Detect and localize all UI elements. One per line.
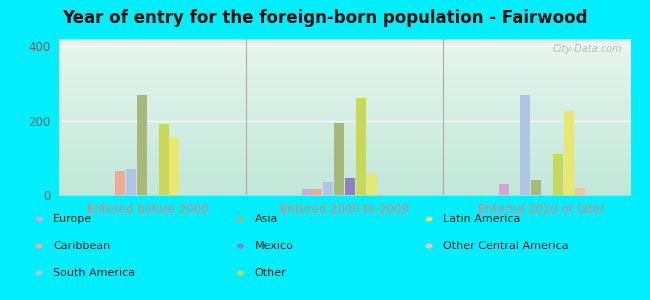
Bar [521,95,530,195]
Text: City-Data.com: City-Data.com [552,44,622,54]
Text: Year of entry for the foreign-born population - Fairwood: Year of entry for the foreign-born popul… [62,9,588,27]
Text: Other Central America: Other Central America [443,241,569,251]
Text: Latin America: Latin America [443,214,521,224]
Text: South America: South America [53,268,135,278]
Bar [356,98,366,195]
Text: Other: Other [255,268,287,278]
Bar [564,111,574,195]
Bar [499,184,509,195]
Text: Caribbean: Caribbean [53,241,110,251]
Bar [531,180,541,195]
Bar [367,173,376,195]
Bar [302,189,311,195]
Bar [553,154,563,195]
Text: Asia: Asia [255,214,278,224]
Bar [115,171,125,195]
Bar [345,178,355,195]
Bar [575,188,585,195]
Text: Europe: Europe [53,214,92,224]
Bar [159,124,168,195]
Bar [334,123,344,195]
Bar [170,137,179,195]
Text: Mexico: Mexico [255,241,294,251]
Bar [137,95,147,195]
Bar [323,182,333,195]
Bar [126,169,136,195]
Bar [313,189,322,195]
